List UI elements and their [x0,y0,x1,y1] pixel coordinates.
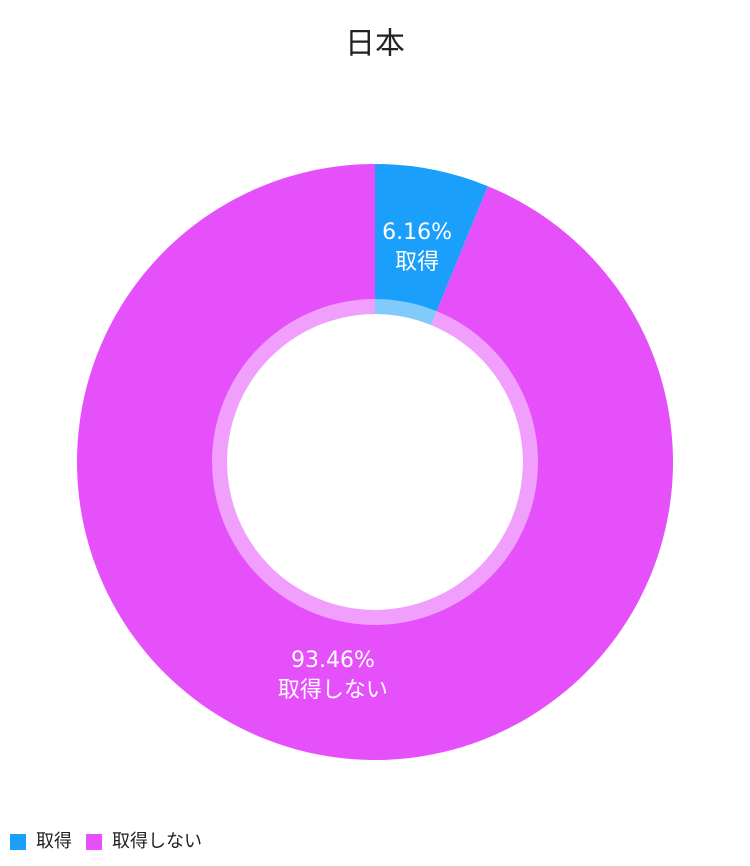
slice-value-label: 93.46% [291,648,375,673]
donut-slice [375,164,488,326]
slice-category-label: 取得 [395,250,439,275]
inner-ring [212,299,538,625]
legend-label: 取得 [36,831,72,852]
legend-label: 取得しない [112,831,202,852]
slice-category-label: 取得しない [278,678,388,703]
legend-swatch [10,834,26,850]
legend-swatch [86,834,102,850]
slice-value-label: 6.16% [382,220,452,245]
donut-slice [77,164,674,760]
chart-title: 日本 [345,27,405,62]
